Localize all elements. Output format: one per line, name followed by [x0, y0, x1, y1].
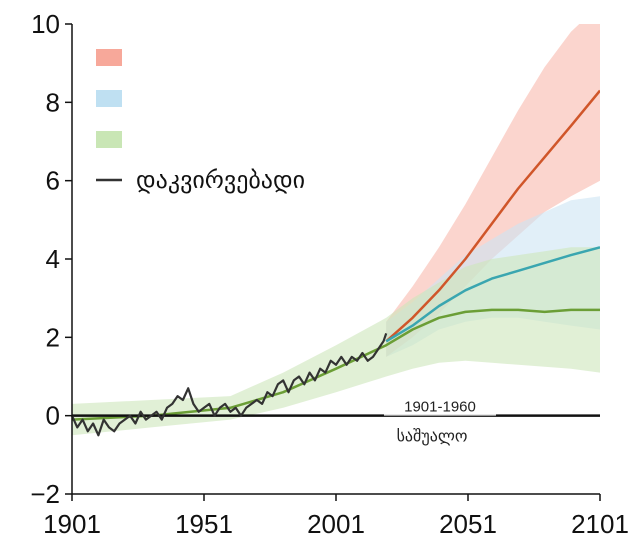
x-tick-label: 2051	[439, 509, 497, 539]
y-tick-label: 2	[46, 322, 60, 352]
legend-label-4: დაკვირვებადი	[136, 167, 305, 194]
legend-swatch-2	[96, 90, 122, 107]
uncertainty-bands	[72, 24, 600, 436]
x-tick-label: 2101	[571, 509, 629, 539]
y-tick-label: 10	[31, 9, 60, 39]
y-tick-label: 8	[46, 87, 60, 117]
reference-label-period: 1901-1960	[404, 399, 476, 416]
x-tick-label: 1901	[43, 509, 101, 539]
series-band-3	[72, 247, 600, 436]
reference-label-backdrop	[384, 398, 496, 416]
legend-swatch-1	[96, 49, 122, 66]
reference-label-mean: საშუალო	[397, 428, 468, 446]
series-line-1	[385, 89, 600, 343]
y-tick-label: 0	[46, 401, 60, 431]
x-tick-label: 2001	[307, 509, 365, 539]
x-tick-label: 1951	[175, 509, 233, 539]
legend: დაკვირვებადი	[96, 49, 305, 194]
series-band-1	[386, 24, 600, 357]
series-line-3	[72, 308, 600, 421]
y-tick-label: −2	[30, 479, 60, 509]
legend-swatch-3	[96, 131, 122, 148]
observed-line-group	[70, 333, 388, 437]
series-lines	[72, 89, 600, 421]
observed-line	[70, 333, 388, 437]
y-tick-label: 4	[46, 244, 60, 274]
axes: −2 0 2 4 6 8 10 1901 1951 2001 2051 2101	[30, 9, 629, 539]
y-tick-label: 6	[46, 166, 60, 196]
series-line-2	[385, 246, 600, 343]
